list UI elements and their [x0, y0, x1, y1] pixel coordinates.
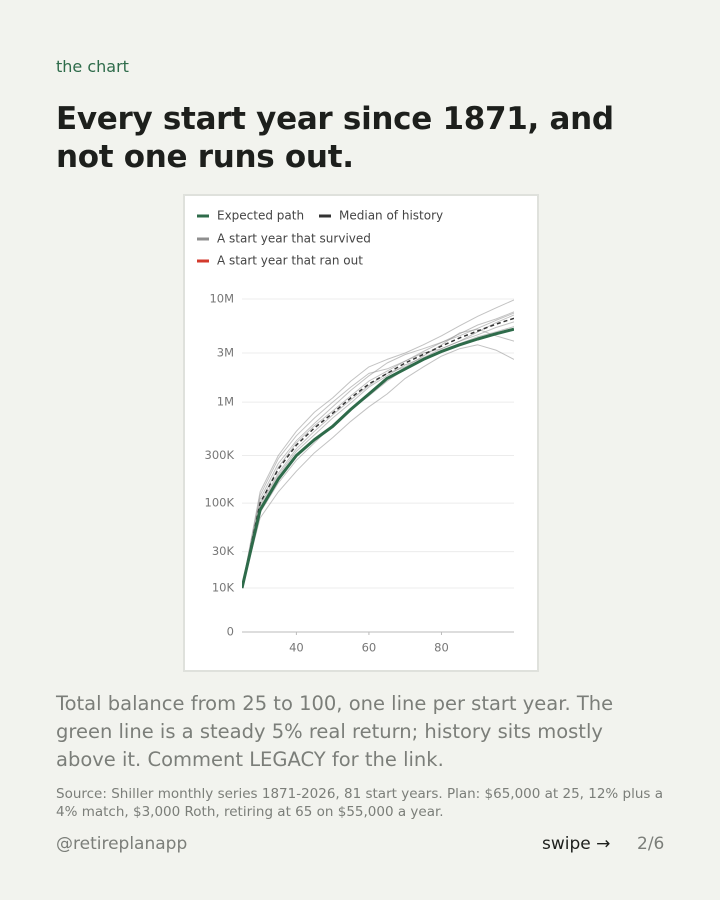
- y-tick-label: 10M: [209, 292, 234, 306]
- page-indicator: 2/6: [637, 834, 665, 854]
- y-tick-label: 3M: [217, 345, 234, 359]
- series-line: [242, 314, 514, 589]
- swipe-hint: swipe →: [542, 834, 611, 854]
- handle: @retireplanapp: [56, 834, 188, 854]
- legend-label: Median of history: [339, 209, 443, 223]
- chart-card: 0 10K 30K 100K 300K 1M 3M 10M 40 60 80 Expected pat…: [183, 194, 539, 672]
- y-tick-label: 30K: [212, 544, 235, 558]
- eyebrow: the chart: [56, 57, 129, 76]
- x-tick-label: 80: [434, 641, 449, 655]
- series-line: [242, 311, 514, 589]
- y-tick-label: 10K: [212, 580, 235, 594]
- series-line: [242, 299, 514, 589]
- caption: Total balance from 25 to 100, one line p…: [56, 692, 614, 771]
- y-tick-label: 300K: [205, 448, 235, 462]
- chart: 0 10K 30K 100K 300K 1M 3M 10M 40 60 80 Expected pat…: [197, 209, 514, 655]
- legend-label: A start year that ran out: [217, 254, 363, 268]
- legend-label: Expected path: [217, 209, 304, 223]
- y-tick-label: 100K: [205, 496, 235, 510]
- series-line: [242, 321, 514, 589]
- x-tick-label: 40: [289, 641, 304, 655]
- y-tick-label: 1M: [217, 395, 234, 409]
- source-note: Source: Shiller monthly series 1871-2026…: [56, 786, 664, 820]
- title: Every start year since 1871, and not one…: [56, 101, 614, 175]
- series-line: [242, 317, 514, 589]
- series-line: [242, 344, 514, 589]
- series-line: [242, 326, 514, 589]
- series-line: [242, 327, 514, 589]
- series-line: [242, 312, 514, 589]
- y-tick-label: 0: [227, 625, 234, 639]
- x-tick-label: 60: [362, 641, 377, 655]
- legend-label: A start year that survived: [217, 232, 371, 246]
